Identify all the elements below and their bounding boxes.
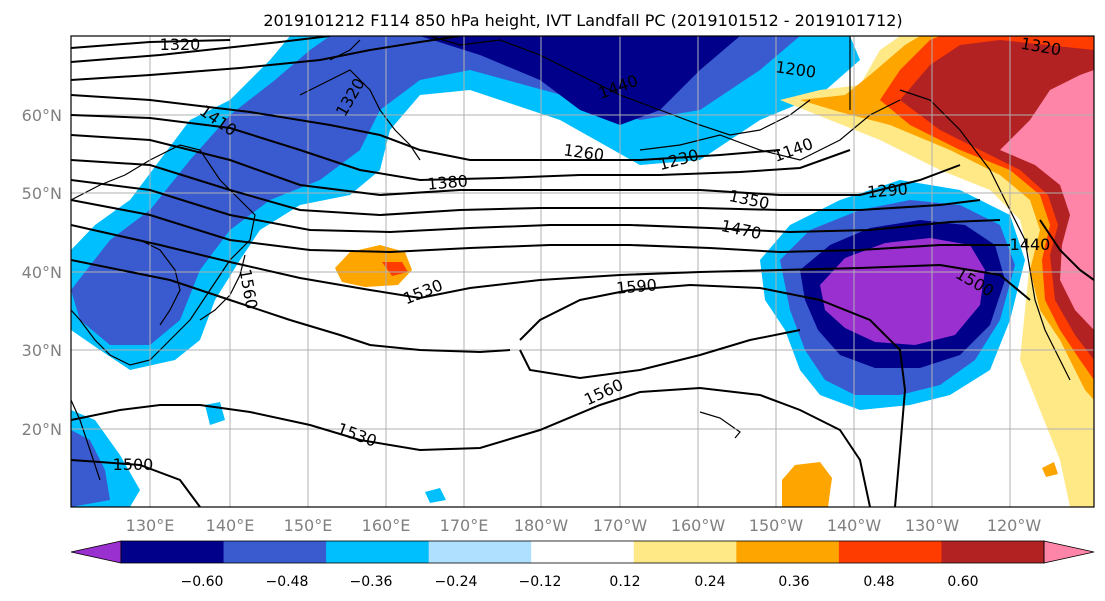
coastlines xyxy=(71,36,1071,481)
colorbar-tick: 0.24 xyxy=(694,574,725,590)
neg-shade-patch2 xyxy=(425,488,446,503)
lon-label: 130°E xyxy=(126,516,175,535)
colorbar-swatch xyxy=(326,541,430,563)
colorbar-tick: −0.36 xyxy=(350,574,393,590)
colorbar-swatch xyxy=(736,541,840,563)
lon-label: 160°E xyxy=(362,516,411,535)
colorbar-swatch xyxy=(531,541,635,563)
lon-label: 130°W xyxy=(905,516,960,535)
colorbar-extend-max xyxy=(1043,540,1095,564)
colorbar-tick: −0.24 xyxy=(435,574,478,590)
lon-axis: 130°E 140°E 150°E 160°E 170°E 180°W 170°… xyxy=(126,516,1042,535)
map-panel: 1320 1320 1320 1410 1440 1200 1260 1230 … xyxy=(70,34,1095,508)
colorbar: −0.60 −0.48 −0.36 −0.24 −0.12 0.12 0.24 … xyxy=(70,540,1095,590)
neg-shade-tropics-inner xyxy=(71,430,110,507)
lon-label: 180°W xyxy=(514,516,569,535)
lat-label: 50°N xyxy=(22,184,62,203)
lat-label: 60°N xyxy=(22,106,62,125)
lon-label: 150°W xyxy=(749,516,804,535)
contour-label: 1440 xyxy=(1010,235,1051,254)
colorbar-swatch xyxy=(223,541,327,563)
contour-label: 1500 xyxy=(113,455,154,474)
colorbar-tick: 0.36 xyxy=(778,574,809,590)
colorbar-swatch xyxy=(941,541,1045,563)
contour-label: 1290 xyxy=(866,179,908,201)
height-contours xyxy=(71,36,1094,507)
pos-shade-small xyxy=(1042,462,1058,477)
lat-label: 20°N xyxy=(22,420,62,439)
colorbar-tick: 0.48 xyxy=(863,574,894,590)
colorbar-tick: 0.12 xyxy=(609,574,640,590)
lon-label: 150°E xyxy=(284,516,333,535)
colorbar-swatches xyxy=(70,540,1095,564)
colorbar-frame xyxy=(120,540,1045,564)
colorbar-swatch xyxy=(838,541,942,563)
lon-label: 140°W xyxy=(827,516,882,535)
colorbar-swatch xyxy=(633,541,737,563)
colorbar-tick: 0.60 xyxy=(947,574,978,590)
contour-label: 1590 xyxy=(615,275,657,297)
lat-axis: 60°N 50°N 40°N 30°N 20°N xyxy=(22,106,62,439)
lon-label: 170°E xyxy=(440,516,489,535)
pos-shade-south xyxy=(782,462,832,507)
lon-label: 170°W xyxy=(593,516,648,535)
neg-shade-dark xyxy=(420,36,740,125)
contour-label: 1320 xyxy=(160,35,201,54)
contour-label: 1380 xyxy=(426,171,468,193)
lon-label: 120°W xyxy=(987,516,1042,535)
colorbar-ticks: −0.60 −0.48 −0.36 −0.24 −0.12 0.12 0.24 … xyxy=(181,574,979,590)
lon-label: 160°W xyxy=(671,516,726,535)
gridlines xyxy=(71,36,1094,507)
lon-label: 140°E xyxy=(206,516,255,535)
chart-title: 2019101212 F114 850 hPa height, IVT Land… xyxy=(263,11,902,30)
colorbar-tick: −0.12 xyxy=(519,574,562,590)
pos-shade-midpac xyxy=(335,245,412,287)
colorbar-swatch xyxy=(121,541,225,563)
colorbar-extend-min xyxy=(70,540,122,564)
pos-shade-pink xyxy=(1000,70,1094,330)
colorbar-tick: −0.60 xyxy=(181,574,224,590)
colorbar-tick: −0.48 xyxy=(266,574,309,590)
colorbar-swatch xyxy=(428,541,532,563)
lat-label: 40°N xyxy=(22,263,62,282)
lat-label: 30°N xyxy=(22,341,62,360)
map-frame xyxy=(70,35,1095,508)
